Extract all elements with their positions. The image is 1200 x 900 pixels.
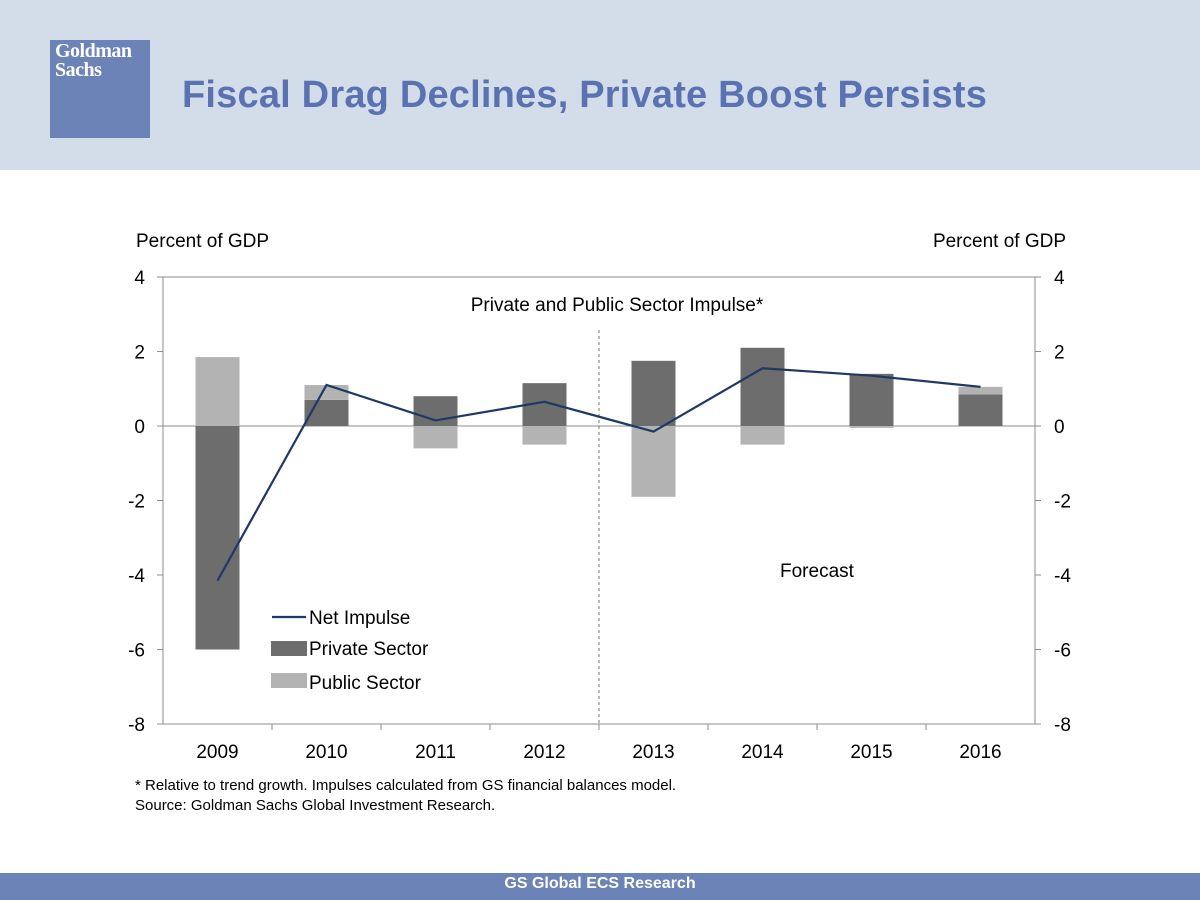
y-tick-label-left: -2 xyxy=(128,492,145,513)
logo-line1: Goldman xyxy=(55,40,132,62)
y-axis-title-right: Percent of GDP xyxy=(933,231,1066,252)
text-layer: -8 -8 -6 -6 -4 -4 -2 -2 0 0 2 2 4 4 2009 2010 2011 2012 20… xyxy=(128,231,1071,763)
y-tick-label-right: 0 xyxy=(1054,417,1065,438)
legend-label-private-sector: Private Sector xyxy=(309,639,429,660)
bar-public-sector xyxy=(849,426,894,428)
legend-swatch-private-sector xyxy=(271,641,307,656)
bar-public-sector xyxy=(958,386,1003,395)
y-tick-label-right: -8 xyxy=(1054,715,1071,736)
y-tick-label-left: -8 xyxy=(128,715,145,736)
bar-public-sector xyxy=(740,426,785,445)
bar-public-sector xyxy=(631,426,676,497)
x-tick-label: 2014 xyxy=(741,742,784,763)
x-tick-label: 2011 xyxy=(415,742,456,763)
footer-text: GS Global ECS Research xyxy=(504,875,696,892)
slide-title: Fiscal Drag Declines, Private Boost Pers… xyxy=(182,74,988,116)
bar-public-sector xyxy=(413,426,458,449)
y-tick-label-left: -6 xyxy=(128,641,145,662)
bar-private-sector xyxy=(631,360,676,426)
net-impulse-line xyxy=(216,367,981,582)
y-tick-label-left: -4 xyxy=(128,566,145,587)
logo-line2: Sachs xyxy=(55,59,102,81)
bar-public-sector xyxy=(522,426,567,445)
y-tick-label-right: -2 xyxy=(1054,492,1071,513)
x-tick-label: 2012 xyxy=(523,742,565,763)
bar-private-sector xyxy=(195,426,240,650)
forecast-label: Forecast xyxy=(780,561,855,582)
x-tick-label: 2013 xyxy=(632,742,674,763)
x-tick-label: 2016 xyxy=(959,742,1001,763)
legend-label-net-impulse: Net Impulse xyxy=(309,608,410,629)
y-tick-label-left: 2 xyxy=(134,343,145,364)
y-tick-label-right: -6 xyxy=(1054,641,1071,662)
chart-title: Private and Public Sector Impulse* xyxy=(471,295,764,316)
bar-public-sector xyxy=(304,385,349,400)
bar-private-sector xyxy=(849,373,894,426)
footnote-line1: * Relative to trend growth. Impulses cal… xyxy=(135,777,677,794)
x-tick-label: 2015 xyxy=(850,742,892,763)
bar-private-sector xyxy=(740,347,785,426)
y-tick-label-right: -4 xyxy=(1054,566,1071,587)
y-axis-title-left: Percent of GDP xyxy=(136,231,269,252)
footnote-source: Source: Goldman Sachs Global Investment … xyxy=(135,797,496,814)
y-tick-label-right: 4 xyxy=(1054,268,1065,289)
y-tick-label-right: 2 xyxy=(1054,343,1065,364)
goldman-sachs-logo: Goldman Sachs xyxy=(50,40,150,138)
y-tick-label-left: 4 xyxy=(134,268,145,289)
impulse-chart: -8 -8 -6 -6 -4 -4 -2 -2 0 0 2 2 4 4 2009 2010 2011 2012 20… xyxy=(128,231,1071,763)
legend-swatch-public-sector xyxy=(271,673,307,688)
bar-layer xyxy=(195,347,1003,650)
y-tick-label-left: 0 xyxy=(134,417,145,438)
line-layer xyxy=(216,367,981,582)
chart-frame xyxy=(157,276,1041,730)
footnote: * Relative to trend growth. Impulses cal… xyxy=(135,776,676,816)
x-tick-label: 2009 xyxy=(196,742,238,763)
footer-band: GS Global ECS Research xyxy=(0,873,1200,900)
legend-label-public-sector: Public Sector xyxy=(309,673,422,694)
bar-private-sector xyxy=(413,396,458,426)
header-band: Goldman Sachs Fiscal Drag Declines, Priv… xyxy=(0,0,1200,170)
bar-private-sector xyxy=(958,394,1003,426)
bar-public-sector xyxy=(195,357,240,426)
x-tick-label: 2010 xyxy=(305,742,347,763)
